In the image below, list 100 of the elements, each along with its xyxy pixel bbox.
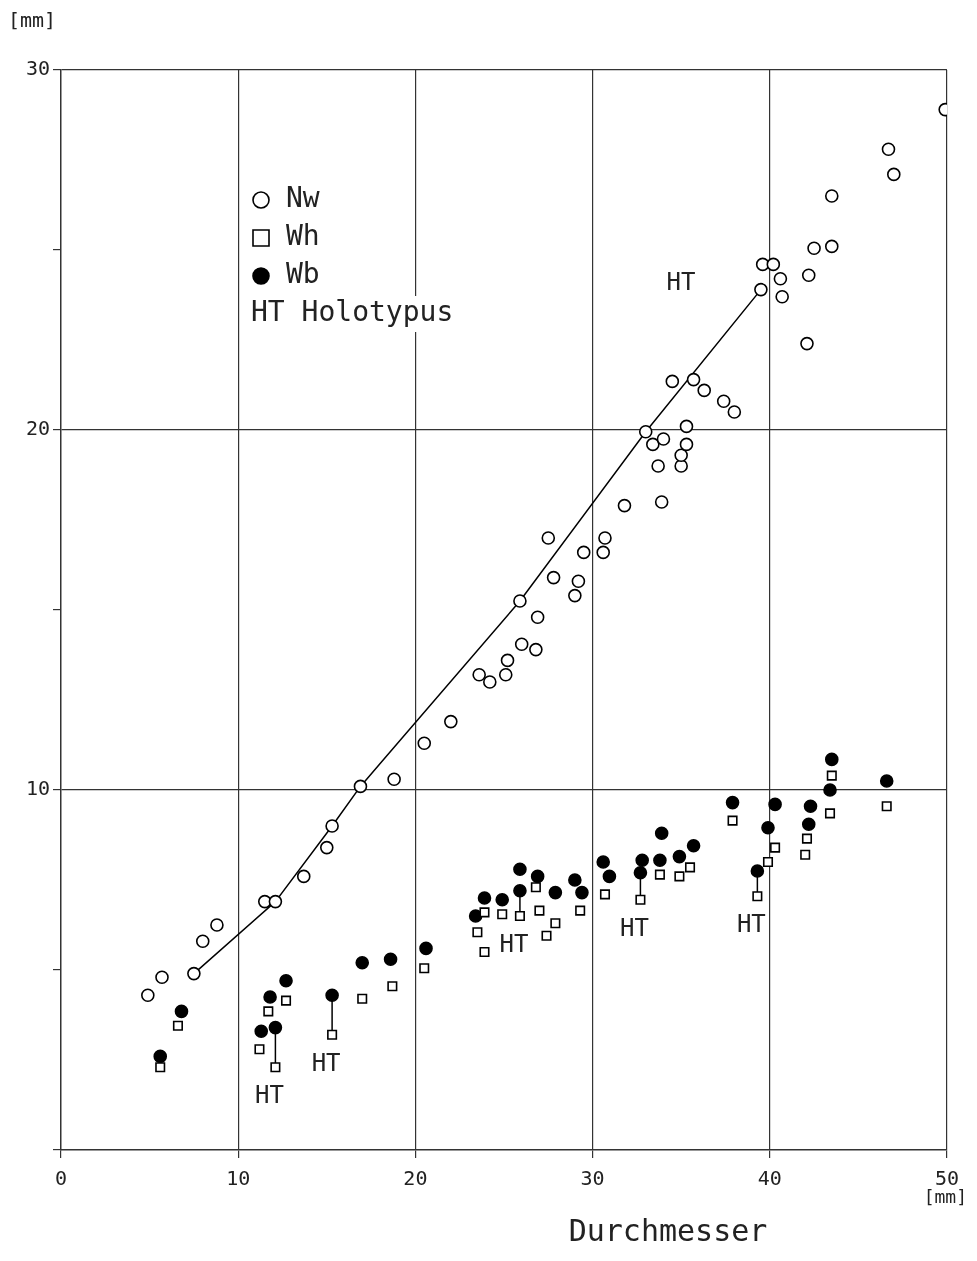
point <box>727 815 738 826</box>
point <box>881 801 892 812</box>
point <box>801 817 816 831</box>
point <box>479 907 490 918</box>
annotation: HT <box>666 267 696 296</box>
point <box>686 372 701 387</box>
point <box>679 437 694 452</box>
point <box>803 799 818 813</box>
point <box>617 498 632 513</box>
point <box>807 241 821 255</box>
point <box>881 142 896 156</box>
point <box>497 909 508 920</box>
point <box>472 668 486 682</box>
point <box>417 736 432 750</box>
point <box>656 432 671 446</box>
point <box>568 873 582 887</box>
point <box>568 588 582 603</box>
point <box>635 894 646 905</box>
point <box>770 842 781 853</box>
point <box>513 594 527 608</box>
point <box>541 531 556 545</box>
point <box>674 448 688 462</box>
point <box>750 864 765 878</box>
point <box>172 1020 183 1031</box>
point <box>195 934 210 948</box>
point <box>633 866 648 880</box>
point <box>801 833 813 844</box>
point <box>548 885 563 900</box>
point <box>419 941 433 956</box>
point <box>651 459 665 473</box>
point <box>575 905 586 916</box>
point <box>500 653 515 668</box>
y-tick-label: 10 <box>25 776 50 801</box>
point <box>775 290 789 304</box>
point <box>575 885 589 900</box>
point <box>823 783 837 797</box>
legend-label: Wh <box>286 219 320 253</box>
point <box>800 336 814 351</box>
point <box>387 772 401 786</box>
point <box>596 545 611 560</box>
annotation: HT <box>736 910 766 939</box>
point <box>727 405 742 419</box>
point <box>155 970 169 984</box>
point <box>887 167 901 182</box>
point <box>263 990 277 1004</box>
point <box>530 882 541 893</box>
annotation: HT <box>499 930 529 959</box>
point <box>514 910 525 922</box>
point <box>477 891 492 905</box>
annotation: HT <box>254 1081 284 1110</box>
point <box>279 974 293 988</box>
point <box>646 437 660 452</box>
point <box>141 988 155 1002</box>
point <box>483 675 497 689</box>
point <box>296 869 311 884</box>
x-tick-label: 30 <box>580 1166 605 1191</box>
point <box>752 891 763 902</box>
point <box>801 268 816 282</box>
point <box>679 419 694 434</box>
point <box>800 849 811 860</box>
point <box>268 894 283 909</box>
point <box>761 821 775 835</box>
point <box>268 1020 283 1035</box>
point <box>653 853 667 867</box>
point <box>444 714 458 729</box>
point <box>495 893 510 907</box>
point <box>530 610 545 624</box>
point <box>210 918 224 932</box>
point <box>654 495 669 509</box>
point <box>824 808 836 819</box>
point <box>383 952 398 966</box>
annotation: HT Holotypus <box>251 295 454 329</box>
point <box>155 1062 166 1073</box>
x-tick-label: 20 <box>403 1166 428 1191</box>
point <box>498 668 513 682</box>
point <box>529 642 543 657</box>
point <box>513 862 527 876</box>
point <box>654 869 665 880</box>
point <box>755 257 770 272</box>
y-tick-label: 20 <box>25 416 50 441</box>
point <box>571 574 586 588</box>
point <box>174 1004 189 1019</box>
point <box>270 1062 281 1073</box>
point <box>355 956 370 970</box>
point <box>514 637 529 651</box>
point <box>319 840 334 855</box>
point <box>153 1049 168 1064</box>
point <box>550 918 561 929</box>
point <box>187 966 201 981</box>
point <box>546 570 561 585</box>
point <box>602 869 617 884</box>
point <box>327 1029 338 1040</box>
point <box>280 995 292 1006</box>
point <box>598 531 612 545</box>
point <box>879 774 894 788</box>
point <box>357 993 368 1004</box>
point <box>599 889 611 900</box>
annotation: HT <box>619 914 649 943</box>
point <box>325 819 339 833</box>
point <box>479 946 490 958</box>
